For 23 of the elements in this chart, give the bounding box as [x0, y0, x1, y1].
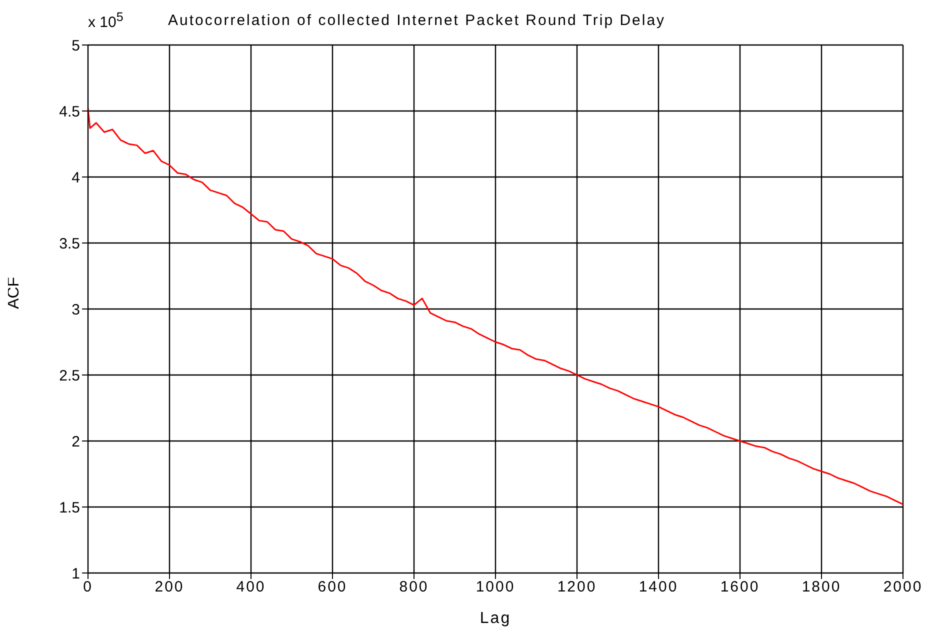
y-tick-label: 2.5 [59, 367, 80, 384]
y-tick-label: 4.5 [59, 103, 80, 120]
x-tick-label: 400 [236, 578, 266, 596]
text: x 10$^{5}$ [88, 10, 124, 31]
y-tick-label: 3 [72, 301, 80, 318]
x-tick-label: 2000 [883, 578, 923, 596]
x-tick-label: 1000 [476, 578, 516, 596]
chart-title: Autocorrelation of collected Internet Packet Round Trip Delay [168, 12, 666, 29]
x-tick-label: 1600 [720, 578, 760, 596]
y-tick-label: 5 [72, 37, 80, 54]
x-axis-title: Lag [480, 610, 512, 627]
x-tick-label: 200 [154, 578, 184, 596]
y-tick-label: 4 [72, 169, 80, 186]
y-tick-label: 2 [72, 433, 80, 450]
x-tick-label: 1200 [557, 578, 597, 596]
y-tick-label: 1.5 [59, 499, 80, 516]
x-tick-label: 1800 [802, 578, 842, 596]
x-tick-label: 800 [399, 578, 429, 596]
y-tick-label: 1 [72, 565, 80, 582]
x-tick-label: 1400 [638, 578, 678, 596]
y-tick-label: 3.5 [59, 235, 80, 252]
x-tick-label: 0 [83, 578, 93, 596]
x-tick-label: 600 [318, 578, 348, 596]
